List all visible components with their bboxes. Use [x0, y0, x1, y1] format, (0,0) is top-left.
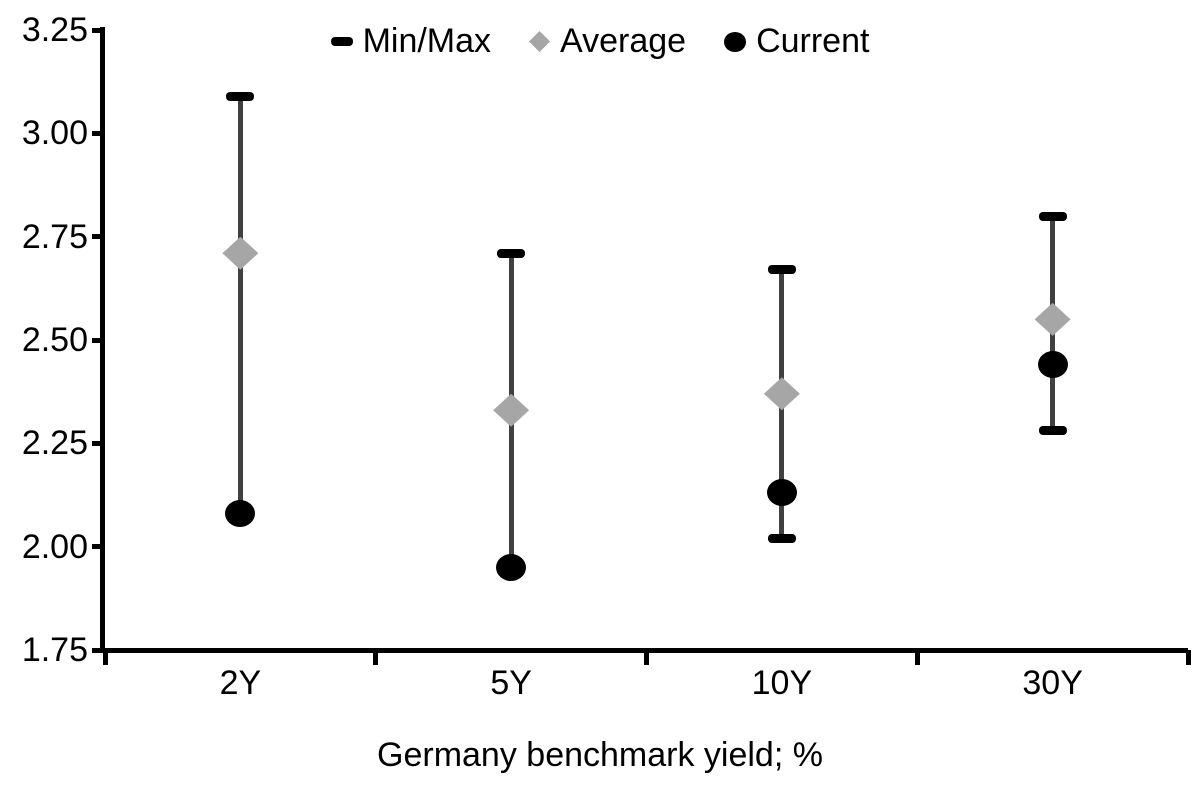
average-marker	[763, 377, 800, 411]
y-tick-label: 1.75	[21, 631, 88, 669]
x-axis-tick	[644, 650, 649, 665]
max-cap	[1038, 211, 1067, 221]
legend-item-current: Current	[724, 22, 869, 61]
average-marker	[1034, 302, 1071, 336]
max-cap	[497, 248, 526, 258]
legend-label-minmax: Min/Max	[362, 22, 492, 60]
y-tick-label: 2.50	[21, 321, 88, 359]
minmax-dash-icon	[330, 37, 353, 46]
y-axis-tick	[92, 337, 105, 343]
x-axis-title: Germany benchmark yield; %	[377, 736, 823, 774]
y-tick-label: 3.00	[21, 114, 88, 153]
current-marker	[496, 553, 527, 581]
x-axis-tick	[914, 650, 920, 665]
legend-item-average: Average	[529, 22, 686, 61]
y-axis-tick	[92, 440, 105, 446]
y-tick-label: 2.00	[21, 527, 88, 566]
x-tick-label: 2Y	[219, 664, 262, 702]
current-marker	[225, 500, 256, 528]
x-axis-tick	[373, 650, 379, 665]
y-axis-tick	[92, 130, 105, 136]
y-axis-tick	[92, 234, 105, 240]
y-axis-tick	[92, 647, 105, 653]
current-marker	[1037, 351, 1068, 379]
x-tick-label: 5Y	[490, 664, 532, 702]
current-marker	[766, 479, 797, 507]
min-cap	[1038, 426, 1067, 436]
average-diamond-icon	[529, 31, 551, 52]
legend-item-minmax: Min/Max	[330, 22, 492, 61]
max-cap	[767, 265, 796, 275]
y-axis-tick	[92, 27, 105, 33]
legend: Min/Max Average Current	[0, 22, 1200, 61]
y-tick-label: 2.25	[21, 424, 88, 463]
y-tick-label: 3.25	[21, 11, 88, 49]
average-marker	[493, 393, 530, 427]
max-cap	[226, 91, 255, 101]
average-marker	[222, 236, 259, 270]
legend-label-average: Average	[560, 22, 687, 60]
x-axis-tick	[102, 650, 108, 665]
x-tick-label: 30Y	[1022, 664, 1083, 702]
x-axis-tick	[1185, 650, 1191, 665]
error-bar-stem	[237, 96, 243, 514]
y-axis-tick	[92, 544, 105, 550]
x-tick-label: 10Y	[751, 664, 813, 702]
min-cap	[767, 533, 796, 543]
current-circle-icon	[724, 31, 747, 52]
legend-label-current: Current	[756, 22, 870, 60]
y-tick-label: 2.75	[21, 217, 88, 256]
